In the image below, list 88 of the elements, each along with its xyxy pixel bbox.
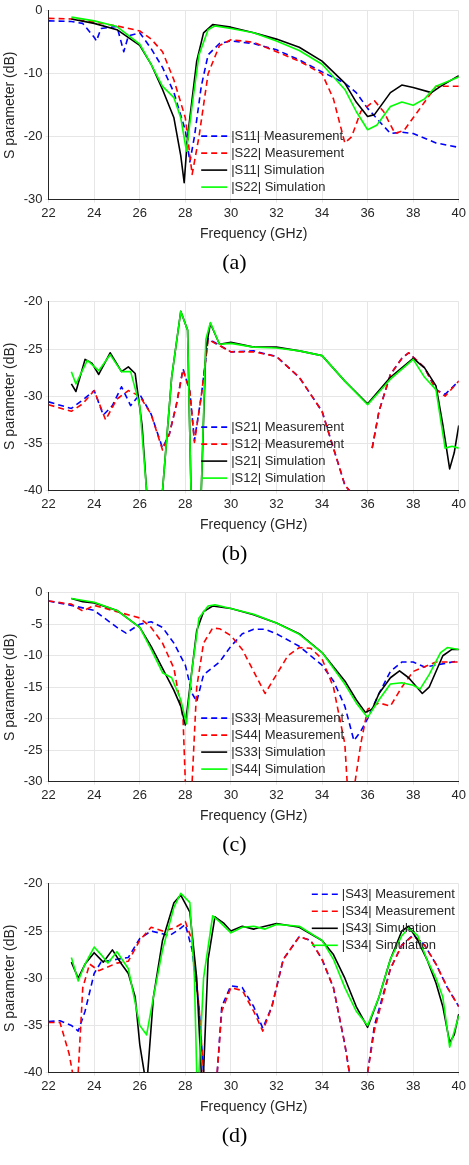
text: (a) (221, 249, 248, 275)
y-tick-label: -15 (23, 678, 43, 694)
y-tick-label: -30 (23, 191, 43, 207)
x-axis-title: Frequency (GHz) (200, 807, 308, 824)
x-tick-label: 40 (451, 1077, 466, 1093)
y-tick-label: -20 (23, 293, 43, 309)
legend-label: |S12| Measurement (231, 435, 345, 451)
x-tick-label: 34 (314, 1077, 330, 1093)
legend-label: |S22| Measurement (231, 144, 345, 160)
x-tick-label: 38 (405, 786, 421, 802)
y-tick-label: -35 (23, 434, 43, 450)
x-tick-label: 38 (405, 495, 421, 511)
x-tick-label: 40 (451, 495, 466, 511)
x-tick-label: 38 (405, 1077, 421, 1093)
y-tick-label: -25 (23, 340, 43, 356)
x-tick-label: 22 (41, 1077, 56, 1093)
y-tick-label: -20 (23, 875, 43, 891)
legend-label: |S43| Simulation (341, 919, 436, 935)
x-tick-label: 36 (360, 495, 375, 511)
x-tick-label: 30 (223, 1077, 239, 1093)
x-axis-title: Frequency (GHz) (200, 1098, 308, 1115)
y-tick-label: -40 (23, 1064, 43, 1080)
y-tick-label: 0 (35, 584, 43, 600)
y-tick-label: -20 (23, 128, 43, 144)
x-tick-label: 38 (405, 204, 421, 220)
y-tick-label: -25 (23, 741, 43, 757)
x-tick-label: 32 (269, 495, 284, 511)
legend-label: |S11| Measurement (231, 127, 344, 143)
x-tick-label: 34 (314, 495, 330, 511)
text: (c) (221, 831, 248, 857)
x-tick-label: 24 (86, 204, 102, 220)
y-tick-label: -35 (23, 1016, 43, 1032)
legend-label: |S22| Simulation (231, 178, 326, 194)
x-tick-label: 24 (86, 495, 102, 511)
legend-label: |S44| Measurement (231, 726, 345, 742)
y-tick-label: -30 (23, 773, 43, 789)
x-tick-label: 28 (178, 204, 193, 220)
legend-label: |S21| Measurement (231, 418, 345, 434)
y-tick-label: -25 (23, 922, 43, 938)
y-tick-label: -20 (23, 710, 43, 726)
legend-label: |S44| Simulation (231, 760, 326, 776)
legend-label: |S33| Measurement (231, 709, 345, 725)
x-tick-label: 26 (132, 786, 147, 802)
x-tick-label: 22 (41, 204, 56, 220)
x-tick-label: 30 (223, 495, 239, 511)
x-axis-title: Frequency (GHz) (200, 225, 308, 242)
legend-label: |S33| Simulation (231, 743, 326, 759)
text: (b) (220, 540, 249, 566)
text: (d) (220, 1122, 249, 1148)
x-tick-label: 22 (41, 786, 56, 802)
y-axis-title: S parameter (dB) (1, 924, 18, 1032)
x-tick-label: 36 (360, 204, 375, 220)
x-tick-label: 26 (132, 204, 147, 220)
x-tick-label: 40 (451, 786, 466, 802)
x-tick-label: 36 (360, 1077, 375, 1093)
y-axis-title: S parameter (dB) (1, 633, 18, 741)
y-tick-label: -10 (23, 647, 43, 663)
x-tick-label: 34 (314, 204, 330, 220)
x-tick-label: 28 (178, 495, 193, 511)
y-tick-label: -40 (23, 482, 43, 498)
x-tick-label: 32 (269, 1077, 284, 1093)
y-axis-title: S parameter (dB) (1, 342, 18, 450)
x-tick-label: 34 (314, 786, 330, 802)
legend-label: |S34| Measurement (341, 902, 456, 918)
x-axis-title: Frequency (GHz) (200, 516, 308, 533)
x-tick-label: 28 (178, 786, 193, 802)
y-axis-title: S parameter (dB) (1, 51, 18, 159)
x-tick-label: 26 (132, 495, 147, 511)
x-tick-label: 36 (360, 786, 375, 802)
x-tick-label: 32 (269, 204, 284, 220)
y-tick-label: -10 (23, 65, 43, 81)
x-tick-label: 24 (86, 1077, 102, 1093)
legend-label: |S43| Measurement (341, 885, 456, 901)
x-tick-label: 32 (269, 786, 284, 802)
x-tick-label: 40 (451, 204, 466, 220)
y-tick-label: -30 (23, 969, 43, 985)
x-tick-label: 24 (86, 786, 102, 802)
x-tick-label: 30 (223, 204, 239, 220)
x-tick-label: 28 (178, 1077, 193, 1093)
legend-label: |S11| Simulation (231, 161, 325, 177)
x-tick-label: 22 (41, 495, 56, 511)
legend-label: |S12| Simulation (231, 469, 326, 485)
x-tick-label: 26 (132, 1077, 147, 1093)
y-tick-label: -30 (23, 387, 43, 403)
x-tick-label: 30 (223, 786, 239, 802)
y-tick-label: 0 (35, 2, 43, 18)
legend-label: |S21| Simulation (231, 452, 326, 468)
y-tick-label: -5 (31, 615, 43, 631)
